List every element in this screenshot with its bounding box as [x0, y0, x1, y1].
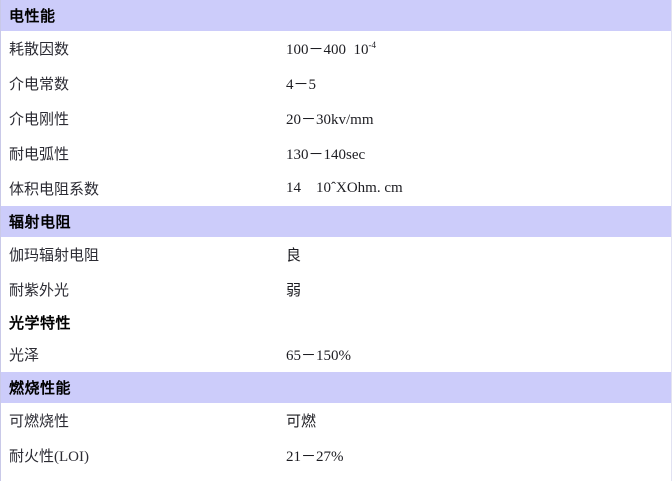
- property-value: 20－30kv/mm: [286, 108, 671, 129]
- table-row: 伽玛辐射电阻 良: [1, 237, 671, 272]
- property-label: 耐电弧性: [9, 147, 70, 163]
- property-label: 耐火性(LOI): [9, 449, 89, 465]
- property-label: 介电常数: [9, 77, 70, 93]
- property-value-text: 可燃: [286, 414, 317, 430]
- table-row: 光泽 65－150%: [1, 337, 671, 372]
- section-header-3: 燃烧性能: [1, 372, 671, 403]
- table-row: 耐紫外光 弱: [1, 272, 671, 307]
- property-value-exponent: -4: [368, 40, 377, 50]
- table-row: 介电常数 4－5: [1, 66, 671, 101]
- table-row: 耐火性(LOI) 21－27%: [1, 438, 671, 473]
- property-value-text: 弱: [286, 283, 302, 299]
- table-row: 可燃烧性 可燃: [1, 403, 671, 438]
- table-row: 耐电弧性 130－140sec: [1, 136, 671, 171]
- property-label: 可燃烧性: [9, 414, 70, 430]
- section-title: 电性能: [9, 9, 56, 25]
- property-value-text: 65－150%: [286, 348, 351, 364]
- property-value: 良: [286, 244, 671, 265]
- section-header-1: 辐射电阻: [1, 206, 671, 237]
- property-label: 耗散因数: [9, 42, 70, 58]
- section-header-0: 电性能: [1, 0, 671, 31]
- property-value-text: 4－5: [286, 77, 317, 93]
- table-row: 体积电阻系数 14 10ˆXOhm. cm: [1, 171, 671, 206]
- property-value-text: 100－400 10: [286, 42, 369, 58]
- property-value-text: 14 10ˆXOhm. cm: [286, 180, 403, 196]
- property-value: 65－150%: [286, 344, 671, 365]
- property-value: 130－140sec: [286, 143, 671, 164]
- table-row: 介电刚性 20－30kv/mm: [1, 101, 671, 136]
- property-value: 可燃: [286, 410, 671, 431]
- property-value-text: 130－140sec: [286, 147, 366, 163]
- table-row: 耗散因数 100－400 10-4: [1, 31, 671, 66]
- property-label: 介电刚性: [9, 112, 70, 128]
- section-title: 光学特性: [9, 315, 72, 332]
- section-title: 辐射电阻: [9, 215, 72, 231]
- section-header-2: 光学特性: [1, 307, 671, 337]
- property-label: 体积电阻系数: [9, 182, 100, 198]
- property-value: 21－27%: [286, 445, 671, 466]
- property-label: 耐紫外光: [9, 283, 70, 299]
- property-value: 4－5: [286, 73, 671, 94]
- property-value-text: 良: [286, 248, 302, 264]
- property-value-text: 21－27%: [286, 449, 344, 465]
- property-value-text: 20－30kv/mm: [286, 112, 374, 128]
- property-value: 100－400 10-4: [286, 38, 671, 59]
- section-title: 燃烧性能: [9, 381, 72, 397]
- property-label: 伽玛辐射电阻: [9, 248, 100, 264]
- property-value: 弱: [286, 279, 671, 300]
- property-label: 光泽: [9, 348, 40, 364]
- property-value: 14 10ˆXOhm. cm: [286, 180, 671, 197]
